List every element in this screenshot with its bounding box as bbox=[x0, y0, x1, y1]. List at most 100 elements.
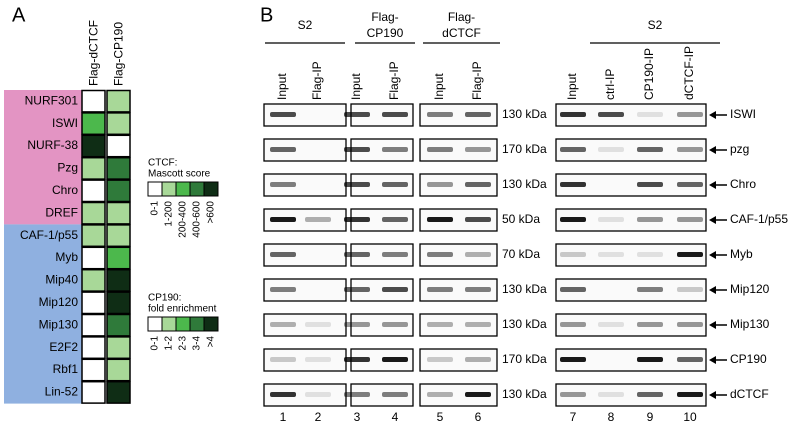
blot-band bbox=[382, 287, 408, 292]
blot-band bbox=[270, 357, 296, 362]
arrow-head bbox=[709, 321, 716, 329]
blot-band bbox=[427, 217, 453, 222]
legend-label: >4 bbox=[206, 336, 217, 348]
heatmap-cell bbox=[106, 112, 131, 136]
blot-band bbox=[560, 217, 586, 222]
row-label: CAF-1/p55 bbox=[20, 228, 78, 242]
lane-label: ctrl-IP bbox=[603, 69, 617, 100]
lane-number: 6 bbox=[475, 410, 482, 424]
legend-label: 2-3 bbox=[178, 336, 189, 351]
blot-band bbox=[677, 112, 703, 117]
blot-band bbox=[465, 182, 491, 187]
protein-label: CP190 bbox=[730, 352, 767, 366]
blot-band bbox=[382, 182, 408, 187]
lane-number: 8 bbox=[608, 410, 615, 424]
protein-label: CAF-1/p55 bbox=[730, 212, 788, 226]
blot-frame bbox=[555, 243, 707, 267]
blot-frame bbox=[419, 278, 498, 302]
blot-frame bbox=[555, 348, 707, 372]
heatmap-cell bbox=[81, 380, 106, 404]
arrow-head bbox=[709, 111, 716, 119]
blot-band bbox=[465, 357, 491, 362]
group-band bbox=[4, 224, 82, 404]
blot-band bbox=[465, 252, 491, 257]
blot-band bbox=[677, 322, 703, 327]
legend-swatch bbox=[161, 181, 177, 197]
blot-band bbox=[270, 112, 296, 117]
group-header: S2 bbox=[298, 18, 313, 32]
arrow-head bbox=[709, 146, 716, 154]
lane-number: 2 bbox=[315, 410, 322, 424]
blot-band bbox=[382, 112, 408, 117]
size-label: 130 kDa bbox=[502, 107, 547, 121]
blot-band bbox=[560, 322, 586, 327]
row-label: Mip130 bbox=[39, 317, 79, 331]
protein-label: pzg bbox=[730, 142, 749, 156]
legend-label: 200-400 bbox=[178, 201, 189, 238]
blot-frame bbox=[555, 103, 707, 127]
blot-band bbox=[598, 322, 624, 327]
blot-band bbox=[637, 357, 663, 362]
blot-band bbox=[677, 252, 703, 257]
heatmap-cell bbox=[81, 179, 106, 203]
legend-swatch bbox=[189, 316, 205, 332]
protein-label: Chro bbox=[730, 177, 756, 191]
blot-band bbox=[637, 252, 663, 257]
blot-band bbox=[382, 147, 408, 152]
legend-label: 1-2 bbox=[164, 336, 175, 351]
blot-band bbox=[598, 217, 624, 222]
blot-band bbox=[270, 217, 296, 222]
blot-band bbox=[382, 357, 408, 362]
lane-label: Input bbox=[565, 73, 579, 100]
legend-swatch bbox=[203, 316, 219, 332]
heatmap-cell bbox=[81, 246, 106, 270]
blot-band bbox=[382, 322, 408, 327]
arrow-head bbox=[709, 251, 716, 259]
blot-band bbox=[270, 252, 296, 257]
legend-label: 1-200 bbox=[164, 201, 175, 227]
blot-band bbox=[344, 357, 370, 362]
legend-label: 3-4 bbox=[192, 336, 203, 351]
group-band bbox=[4, 90, 82, 225]
arrow-head bbox=[709, 286, 716, 294]
blot-band bbox=[560, 252, 586, 257]
blot-frame bbox=[263, 313, 347, 337]
legend-swatch bbox=[161, 316, 177, 332]
arrow-head bbox=[709, 181, 716, 189]
size-label: 130 kDa bbox=[502, 177, 547, 191]
blot-band bbox=[427, 147, 453, 152]
blot-band bbox=[598, 147, 624, 152]
blot-band bbox=[677, 182, 703, 187]
heatmap-cell bbox=[81, 224, 106, 248]
arrow-head bbox=[709, 216, 716, 224]
blot-band bbox=[465, 287, 491, 292]
row-label: Mip40 bbox=[45, 273, 78, 287]
lane-label: Flag-IP bbox=[310, 61, 324, 100]
blot-frame bbox=[555, 173, 707, 197]
row-label: Lin-52 bbox=[45, 385, 79, 399]
blot-band bbox=[305, 357, 331, 362]
size-label: 170 kDa bbox=[502, 352, 547, 366]
size-label: 130 kDa bbox=[502, 317, 547, 331]
protein-label: Myb bbox=[730, 247, 753, 261]
blot-band bbox=[427, 392, 453, 397]
column-header: Flag-dCTCF bbox=[87, 20, 101, 86]
blot-band bbox=[270, 287, 296, 292]
heatmap-cell bbox=[106, 336, 131, 360]
blot-band bbox=[465, 217, 491, 222]
blot-band bbox=[305, 392, 331, 397]
heatmap-cell bbox=[81, 358, 106, 382]
lane-label: Input bbox=[349, 73, 363, 100]
row-label: NURF301 bbox=[25, 93, 79, 107]
blot-band bbox=[465, 147, 491, 152]
blot-band bbox=[344, 217, 370, 222]
blot-band bbox=[560, 147, 586, 152]
row-label: Chro bbox=[52, 183, 78, 197]
blot-band bbox=[427, 182, 453, 187]
blot-band bbox=[344, 287, 370, 292]
heatmap-cell bbox=[81, 156, 106, 180]
row-label: ISWI bbox=[52, 116, 78, 130]
blot-band bbox=[382, 252, 408, 257]
legend-label: 0-1 bbox=[150, 336, 161, 351]
heatmap-cell bbox=[81, 89, 106, 113]
